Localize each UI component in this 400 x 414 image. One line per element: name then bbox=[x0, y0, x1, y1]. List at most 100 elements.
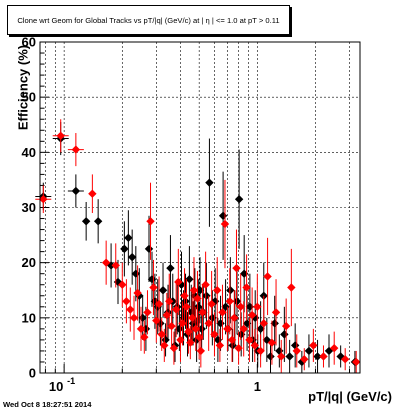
data-point bbox=[210, 312, 219, 357]
y-tick-label: 60 bbox=[22, 35, 36, 50]
diamond-marker bbox=[131, 269, 141, 278]
diamond-marker bbox=[245, 335, 254, 345]
diamond-marker bbox=[71, 186, 81, 196]
tick-labels: 0 10 20 30 40 50 60 10 -1 1 bbox=[22, 35, 261, 395]
diamond-marker bbox=[167, 321, 176, 331]
data-point bbox=[136, 306, 146, 351]
diamond-marker bbox=[196, 346, 206, 356]
data-point bbox=[120, 221, 129, 277]
data-point bbox=[259, 295, 268, 351]
data-point bbox=[225, 268, 234, 335]
data-point bbox=[185, 246, 194, 313]
data-point bbox=[232, 229, 241, 307]
diamond-marker bbox=[234, 195, 244, 204]
data-point bbox=[127, 229, 137, 285]
data-point bbox=[232, 268, 242, 335]
diamond-marker bbox=[319, 352, 328, 361]
data-point bbox=[290, 323, 300, 368]
diamond-marker bbox=[242, 283, 251, 292]
data-point bbox=[152, 298, 161, 343]
diamond-marker bbox=[165, 297, 174, 306]
diamond-marker bbox=[118, 280, 127, 289]
diamond-marker bbox=[56, 131, 65, 140]
data-point bbox=[256, 334, 265, 368]
data-point bbox=[304, 334, 314, 368]
data-point bbox=[67, 174, 84, 208]
diamond-marker bbox=[205, 178, 214, 187]
diamond-marker bbox=[201, 280, 210, 289]
diamond-marker bbox=[309, 341, 318, 350]
data-point bbox=[218, 284, 227, 340]
data-point bbox=[93, 199, 103, 244]
x-tick-label-0.1: 10 bbox=[49, 379, 63, 394]
diamond-marker bbox=[280, 330, 289, 339]
diamond-marker bbox=[154, 299, 164, 309]
diamond-marker bbox=[234, 343, 243, 353]
diamond-marker bbox=[256, 346, 265, 356]
diamond-marker bbox=[88, 189, 97, 198]
data-point bbox=[88, 174, 97, 214]
y-tick-label: 20 bbox=[22, 255, 36, 270]
diamond-marker bbox=[239, 269, 249, 278]
data-point bbox=[167, 304, 176, 349]
y-axis-label: Efficiency (%) bbox=[15, 44, 31, 131]
diamond-marker bbox=[127, 252, 137, 262]
title-box: Clone wrt Geom for Global Tracks vs pT/|… bbox=[7, 5, 290, 35]
diamond-marker bbox=[263, 272, 272, 281]
diamond-marker bbox=[71, 145, 81, 154]
data-point bbox=[245, 317, 254, 362]
data-point bbox=[193, 270, 202, 327]
data-point bbox=[242, 254, 251, 321]
data-point bbox=[144, 215, 154, 282]
diamond-marker bbox=[330, 343, 339, 353]
data-point bbox=[196, 334, 206, 368]
diamond-marker bbox=[39, 195, 48, 204]
data-point bbox=[319, 345, 328, 368]
diamond-marker bbox=[250, 341, 259, 350]
diamond-marker bbox=[193, 294, 202, 303]
data-point bbox=[124, 210, 133, 266]
diamond-marker bbox=[147, 275, 157, 284]
diamond-marker bbox=[182, 302, 191, 311]
diamond-marker bbox=[213, 286, 222, 295]
diamond-marker bbox=[189, 286, 199, 295]
data-point bbox=[202, 262, 211, 329]
diamond-marker bbox=[220, 219, 230, 229]
diamond-marker bbox=[223, 324, 232, 334]
data-point bbox=[340, 348, 350, 371]
y-tick-label: 10 bbox=[22, 310, 36, 325]
data-point bbox=[147, 251, 157, 307]
diamond-marker bbox=[124, 233, 133, 243]
diamond-marker bbox=[133, 288, 142, 298]
data-point bbox=[140, 320, 149, 354]
data-point bbox=[263, 237, 272, 316]
data-point bbox=[247, 287, 257, 343]
data-point bbox=[352, 350, 361, 373]
data-point bbox=[126, 287, 135, 332]
data-point bbox=[158, 262, 168, 318]
diamond-marker bbox=[340, 355, 350, 364]
data-point bbox=[330, 331, 339, 365]
chart-title: Clone wrt Geom for Global Tracks vs pT/|… bbox=[17, 16, 280, 25]
data-point bbox=[149, 259, 158, 316]
diamond-marker bbox=[281, 321, 291, 331]
diamond-marker bbox=[277, 352, 286, 361]
diamond-marker bbox=[210, 330, 219, 339]
diamond-marker bbox=[169, 343, 179, 353]
data-point bbox=[146, 182, 155, 260]
diamond-marker bbox=[152, 316, 161, 325]
diamond-marker bbox=[204, 319, 213, 328]
data-point bbox=[281, 298, 291, 354]
data-point bbox=[215, 328, 225, 362]
diamond-marker bbox=[136, 324, 146, 334]
diamond-marker bbox=[185, 275, 194, 284]
data-point bbox=[35, 185, 52, 214]
plot-frame bbox=[39, 41, 361, 374]
diamond-marker bbox=[141, 324, 151, 334]
diamond-marker bbox=[253, 302, 262, 311]
data-point bbox=[213, 257, 222, 324]
y-tick-label: 30 bbox=[22, 200, 36, 215]
diamond-marker bbox=[93, 217, 103, 226]
diamond-marker bbox=[198, 308, 207, 317]
diamond-marker bbox=[218, 211, 228, 220]
